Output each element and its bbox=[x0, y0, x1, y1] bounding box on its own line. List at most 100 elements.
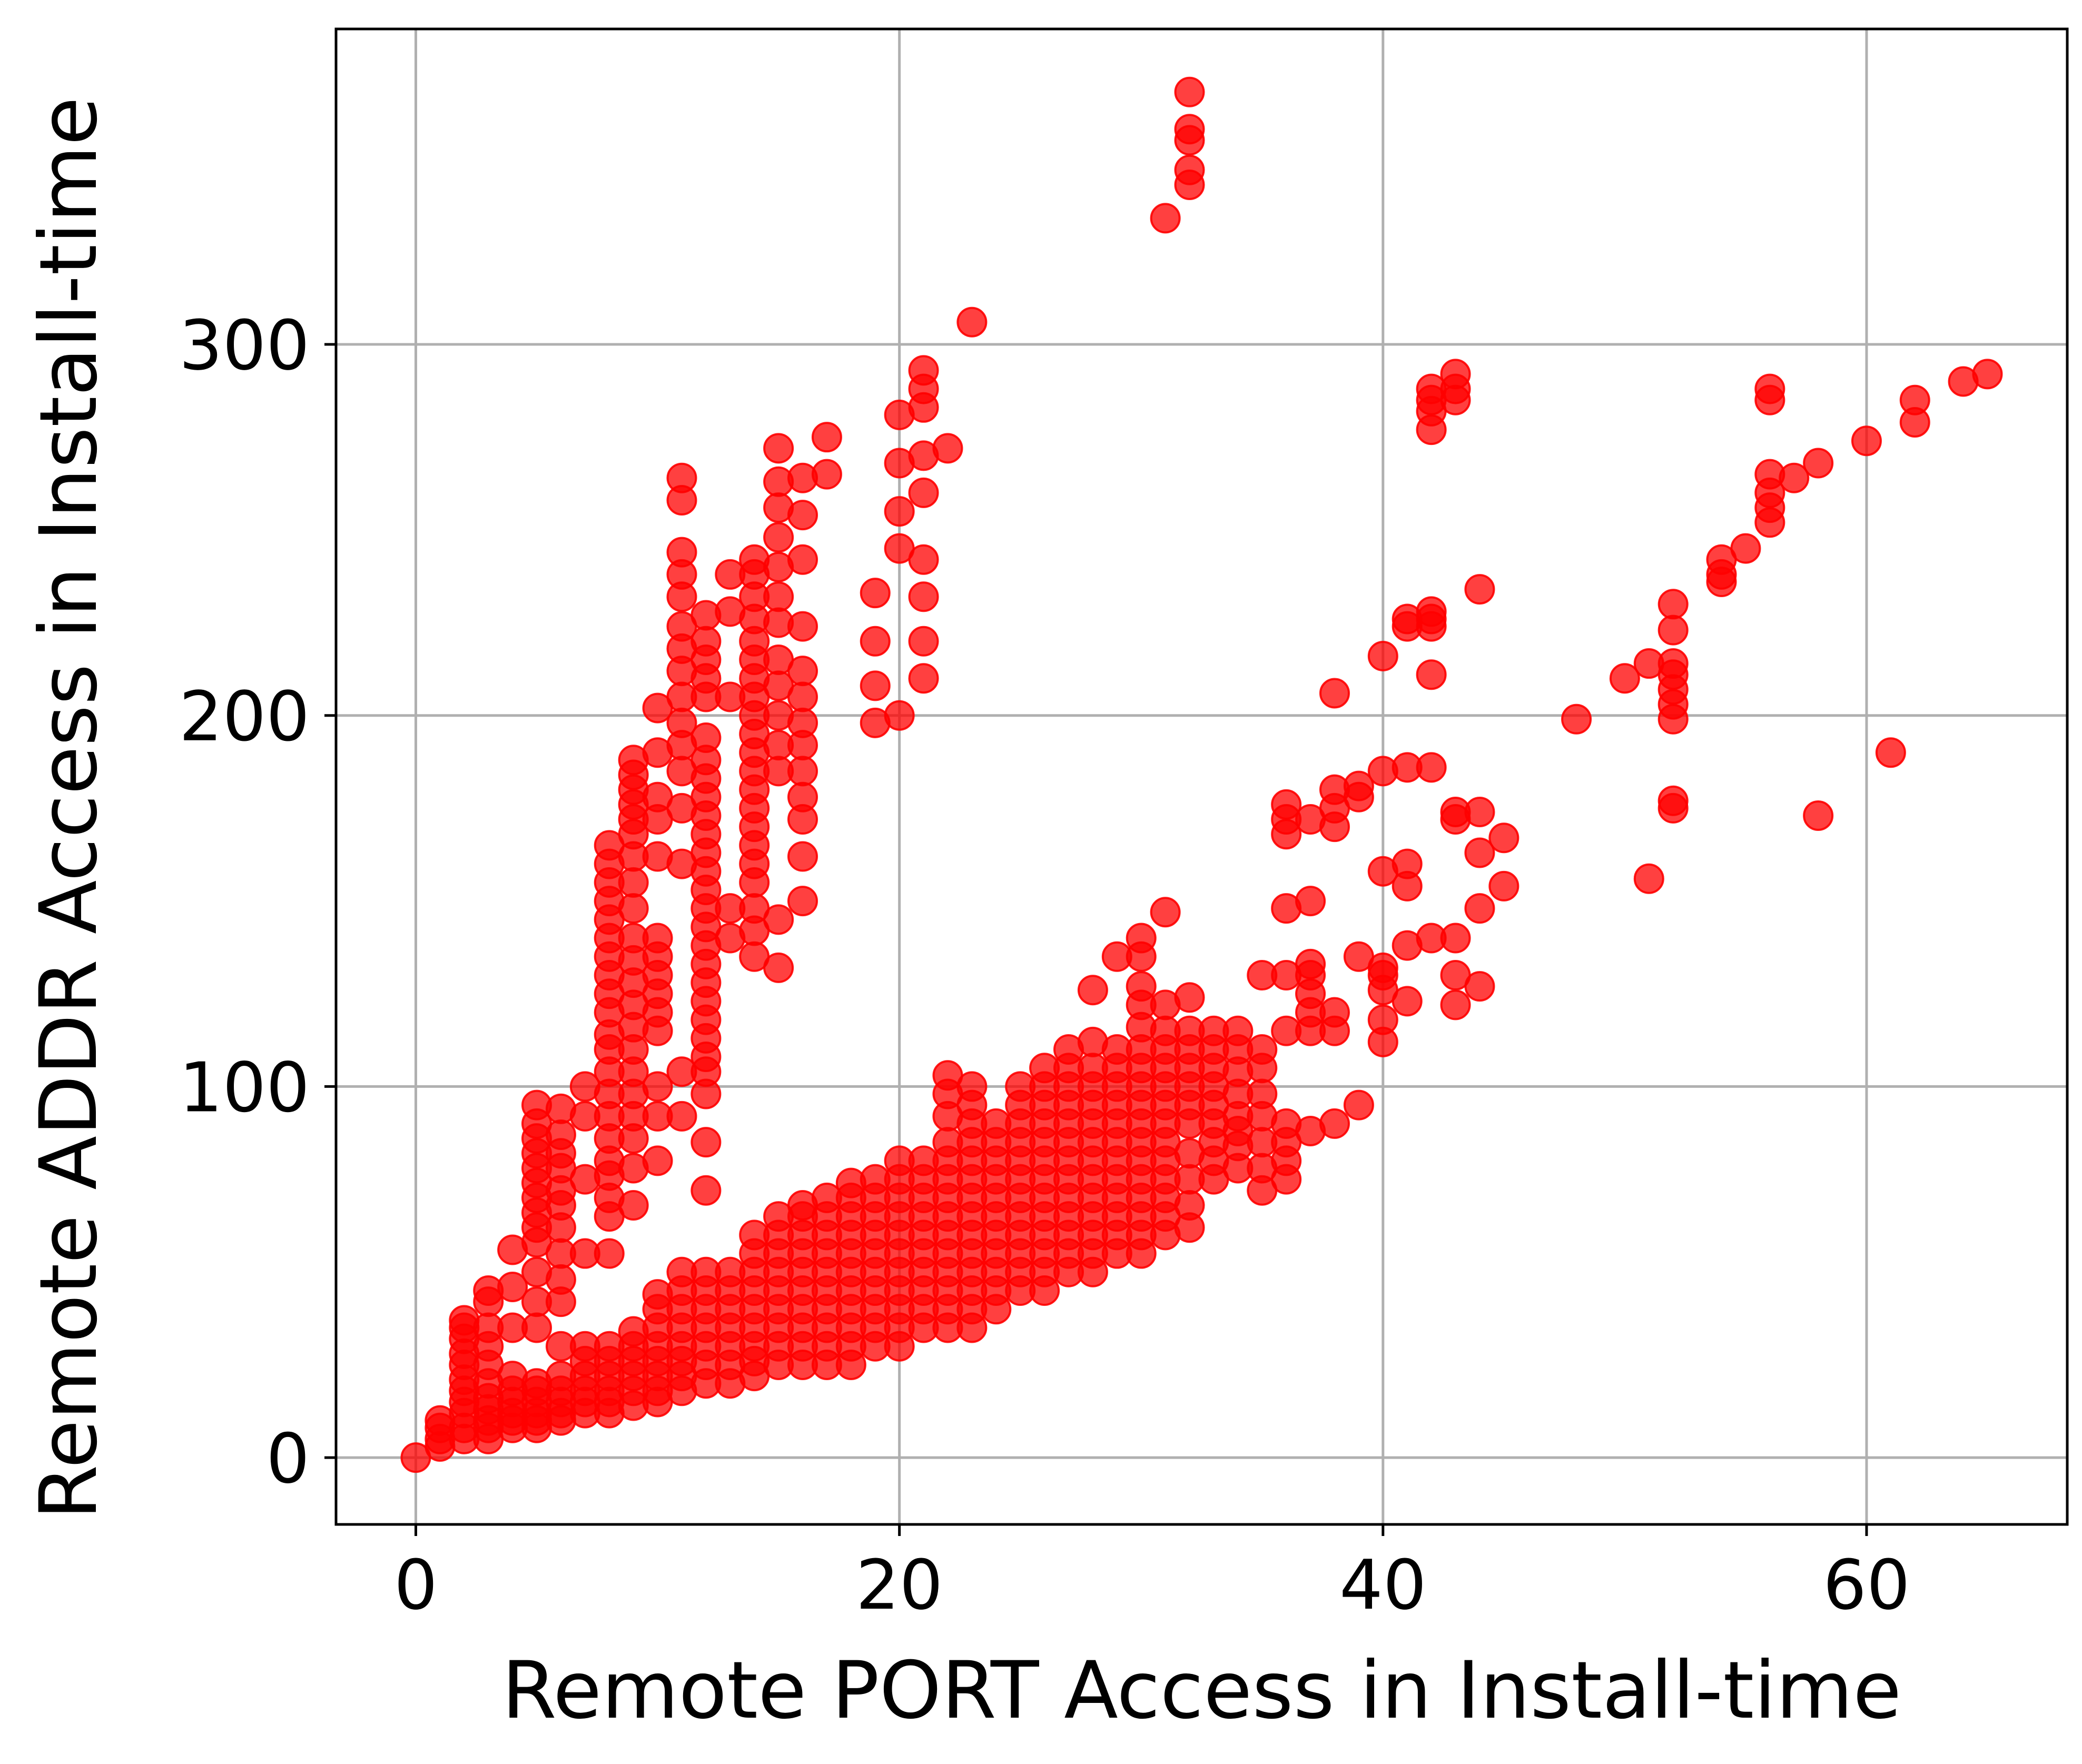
data-point bbox=[1392, 986, 1423, 1017]
y-tick-label: 100 bbox=[179, 1047, 310, 1127]
data-point bbox=[787, 707, 818, 738]
data-point bbox=[1657, 785, 1689, 816]
data-point bbox=[1343, 1089, 1374, 1121]
data-point bbox=[908, 477, 939, 508]
data-point bbox=[884, 700, 915, 731]
data-point bbox=[763, 433, 794, 464]
data-point bbox=[618, 867, 649, 898]
data-point bbox=[860, 578, 891, 609]
data-point bbox=[787, 681, 818, 712]
data-point bbox=[1150, 897, 1181, 928]
data-point bbox=[1609, 663, 1640, 694]
data-point bbox=[545, 1119, 576, 1151]
data-point bbox=[1464, 893, 1495, 924]
data-point bbox=[1657, 648, 1689, 679]
data-point bbox=[1295, 948, 1326, 979]
x-tick-label: 40 bbox=[1339, 1545, 1426, 1625]
data-point bbox=[1319, 678, 1350, 709]
data-point bbox=[1851, 425, 1882, 457]
data-point bbox=[1295, 886, 1326, 917]
y-tick-label: 0 bbox=[266, 1419, 310, 1499]
data-point bbox=[1779, 462, 1810, 493]
data-point bbox=[763, 522, 794, 553]
data-point bbox=[1657, 615, 1689, 646]
data-point bbox=[787, 656, 818, 687]
data-point bbox=[1416, 659, 1447, 690]
data-point bbox=[787, 544, 818, 575]
data-point bbox=[690, 626, 722, 657]
x-tick-label: 60 bbox=[1823, 1545, 1910, 1625]
plot-frame bbox=[334, 27, 2069, 1526]
data-point bbox=[1174, 1190, 1205, 1221]
data-point bbox=[1972, 359, 2003, 390]
data-point bbox=[1271, 789, 1302, 820]
data-point bbox=[521, 1312, 552, 1343]
data-point bbox=[1754, 373, 1785, 404]
data-point bbox=[1247, 1078, 1278, 1109]
data-point bbox=[908, 663, 939, 694]
data-point bbox=[1126, 923, 1157, 954]
data-point bbox=[860, 626, 891, 657]
data-point bbox=[1319, 1108, 1350, 1139]
data-point bbox=[642, 1145, 673, 1176]
data-point bbox=[690, 1175, 722, 1206]
data-point bbox=[594, 1238, 625, 1269]
data-point bbox=[956, 306, 988, 338]
data-point bbox=[860, 670, 891, 701]
data-point bbox=[1222, 1015, 1254, 1046]
data-point bbox=[1174, 154, 1205, 185]
x-tick-label: 20 bbox=[856, 1545, 943, 1625]
x-tick-label: 0 bbox=[394, 1545, 438, 1625]
data-point bbox=[1440, 989, 1471, 1020]
data-point bbox=[1174, 114, 1205, 145]
data-point bbox=[1416, 752, 1447, 783]
data-point bbox=[1561, 703, 1592, 735]
data-point bbox=[787, 841, 818, 872]
data-point bbox=[1440, 923, 1471, 954]
data-point bbox=[787, 886, 818, 917]
data-point bbox=[618, 1190, 649, 1221]
data-point bbox=[1126, 971, 1157, 1002]
data-point bbox=[666, 1101, 697, 1132]
data-point bbox=[1367, 952, 1398, 983]
data-point bbox=[642, 1071, 673, 1102]
data-point bbox=[1174, 76, 1205, 107]
data-point bbox=[1367, 640, 1398, 671]
axis-ticks: 0 20 40 60 0 100 200 300 bbox=[179, 305, 1910, 1625]
data-point bbox=[763, 581, 794, 612]
data-point bbox=[1875, 737, 1906, 768]
data-point bbox=[1803, 800, 1834, 831]
data-point bbox=[908, 626, 939, 657]
data-point bbox=[787, 500, 818, 531]
data-point bbox=[642, 923, 673, 954]
data-point bbox=[1464, 971, 1495, 1002]
data-point bbox=[1730, 533, 1761, 564]
data-point bbox=[1392, 848, 1423, 879]
data-point bbox=[956, 1071, 988, 1102]
data-point bbox=[1657, 589, 1689, 620]
data-point bbox=[763, 904, 794, 935]
data-point bbox=[1488, 822, 1519, 854]
data-point bbox=[1367, 1004, 1398, 1035]
data-point bbox=[1150, 203, 1181, 234]
data-point bbox=[1464, 837, 1495, 868]
data-point bbox=[497, 1271, 528, 1302]
data-point bbox=[787, 611, 818, 642]
data-point bbox=[763, 952, 794, 983]
data-point bbox=[787, 756, 818, 787]
data-point bbox=[1899, 384, 1930, 415]
data-point bbox=[1488, 870, 1519, 901]
data-point bbox=[1077, 975, 1108, 1006]
data-point bbox=[1803, 448, 1834, 479]
data-point bbox=[618, 893, 649, 924]
data-point bbox=[884, 496, 915, 527]
data-point bbox=[908, 544, 939, 575]
data-point bbox=[690, 722, 722, 754]
data-point bbox=[908, 581, 939, 612]
data-point bbox=[1464, 574, 1495, 605]
data-point bbox=[932, 433, 963, 464]
data-point bbox=[666, 462, 697, 493]
data-point bbox=[690, 1127, 722, 1158]
